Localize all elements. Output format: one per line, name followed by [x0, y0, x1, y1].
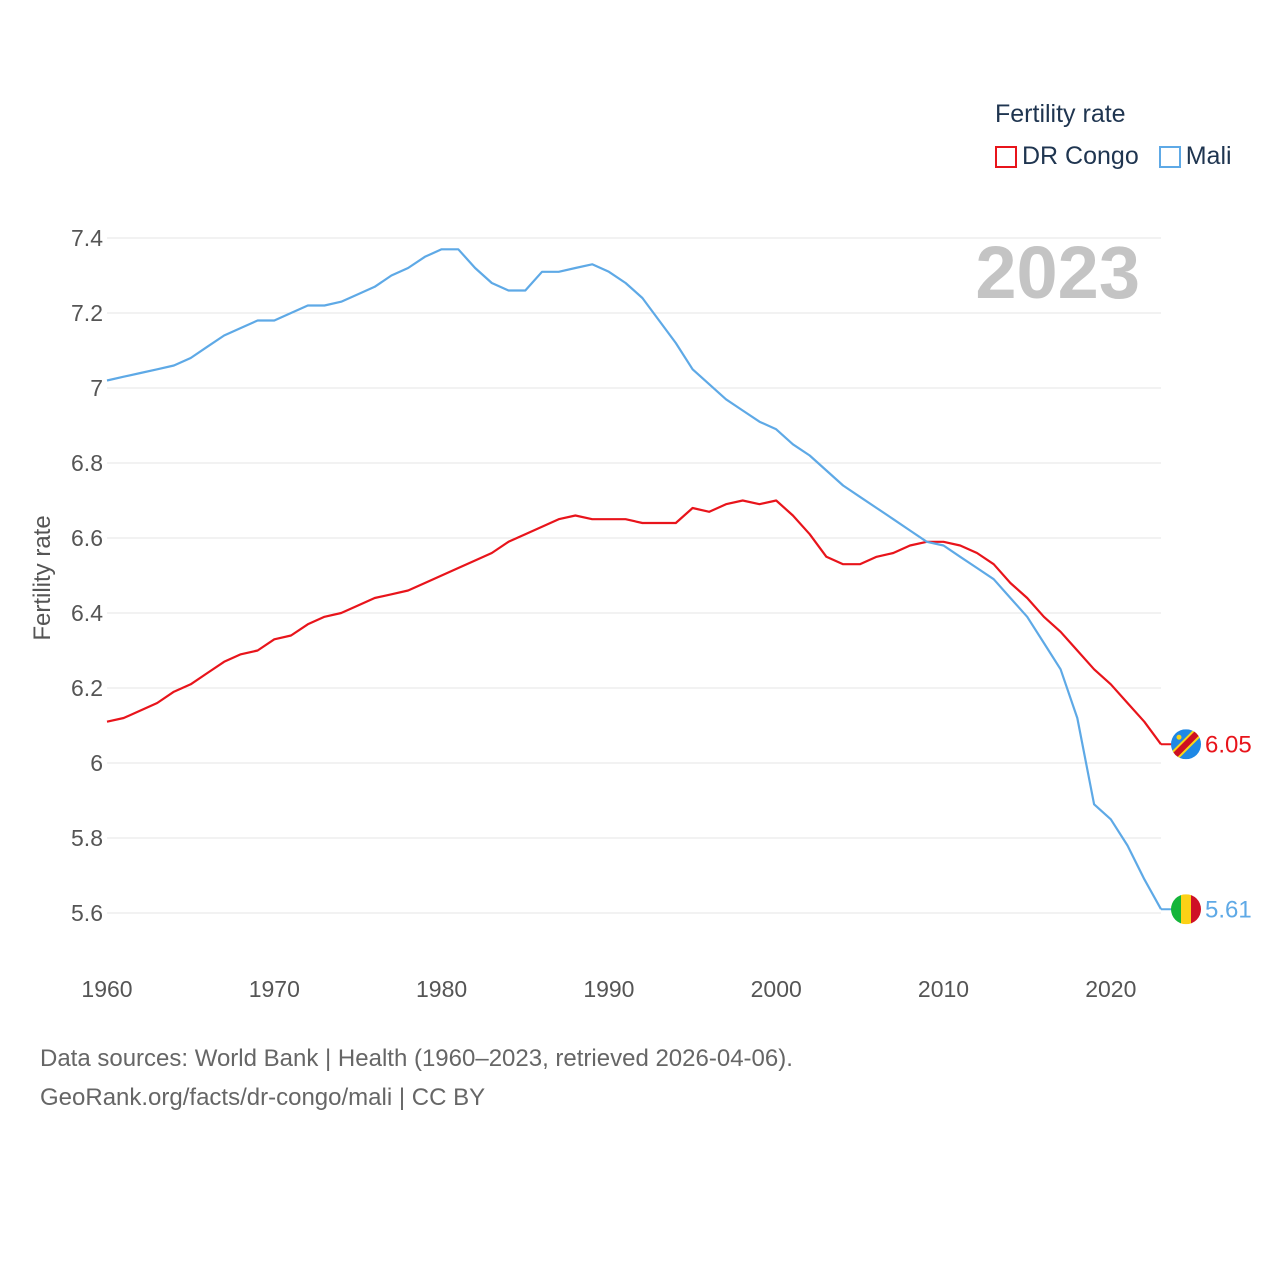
x-tick-label: 1970	[249, 976, 300, 1002]
y-tick-label: 7	[90, 375, 103, 401]
legend-item-dr-congo[interactable]: DR Congo	[995, 142, 1139, 171]
series-line-dr-congo	[106, 499, 1162, 745]
legend-title: Fertility rate	[995, 100, 1126, 128]
flag-dr-congo-icon	[1171, 729, 1201, 760]
y-tick-label: 6	[90, 750, 103, 776]
y-tick-label: 6.2	[71, 675, 103, 701]
footer-attribution: GeoRank.org/facts/dr-congo/mali | CC BY	[40, 1084, 486, 1111]
y-axis-title: Fertility rate	[29, 515, 56, 640]
y-axis-ticks: 5.6 5.8 6 6.2 6.4 6.6 6.8 7 7.2 7.4	[71, 225, 103, 926]
y-tick-label: 5.6	[71, 900, 103, 926]
x-tick-label: 2000	[751, 976, 802, 1002]
x-tick-label: 1960	[81, 976, 132, 1002]
x-tick-label: 1990	[583, 976, 634, 1002]
y-tick-label: 6.8	[71, 450, 103, 476]
year-watermark: 2023	[975, 231, 1140, 314]
series-lines	[106, 248, 1176, 911]
legend-swatch-dr-congo	[995, 145, 1017, 168]
y-tick-label: 6.4	[71, 600, 103, 626]
y-tick-label: 6.6	[71, 525, 103, 551]
y-tick-label: 7.2	[71, 300, 103, 326]
flag-mali-icon	[1171, 894, 1201, 925]
legend: DR Congo Mali	[995, 142, 1252, 171]
footer-sources: Data sources: World Bank | Health (1960–…	[40, 1045, 793, 1072]
x-tick-label: 2020	[1085, 976, 1136, 1002]
y-tick-label: 7.4	[71, 225, 103, 251]
y-tick-label: 5.8	[71, 825, 103, 851]
x-tick-label: 2010	[918, 976, 969, 1002]
end-markers: 6.05 5.61	[1171, 729, 1252, 925]
legend-label-dr-congo: DR Congo	[1022, 142, 1139, 170]
end-label-mali: 5.61	[1205, 896, 1252, 923]
series-line-mali	[106, 248, 1162, 910]
legend-item-mali[interactable]: Mali	[1158, 142, 1232, 171]
end-label-dr-congo: 6.05	[1205, 731, 1252, 758]
gridlines	[107, 237, 1161, 914]
legend-label-mali: Mali	[1185, 142, 1232, 170]
legend-swatch-mali	[1158, 145, 1181, 168]
x-axis-ticks: 1960 1970 1980 1990 2000 2010 2020	[81, 976, 1136, 1002]
x-tick-label: 1980	[416, 976, 467, 1002]
